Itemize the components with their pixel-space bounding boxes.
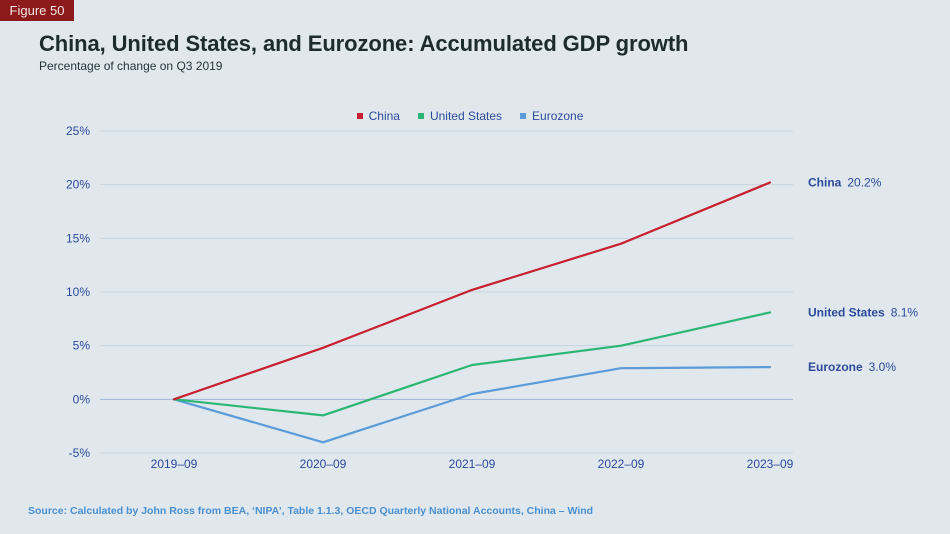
legend: China United States Eurozone xyxy=(0,109,940,123)
end-label-value: 8.1% xyxy=(891,305,919,319)
y-tick-label: 15% xyxy=(66,231,90,245)
end-label-name: China xyxy=(808,176,842,190)
end-label-name: Eurozone xyxy=(808,360,863,374)
series-line-china xyxy=(172,181,772,401)
x-tick-label: 2022–09 xyxy=(598,457,645,471)
end-label-value: 3.0% xyxy=(869,360,897,374)
end-label-united-states: United States 8.1% xyxy=(808,305,918,319)
end-label-value: 20.2% xyxy=(847,176,881,190)
y-tick-label: 25% xyxy=(66,124,90,138)
source-note: Source: Calculated by John Ross from BEA… xyxy=(28,505,594,517)
y-tick-label: -5% xyxy=(69,446,91,460)
y-tick-label: 10% xyxy=(66,285,90,299)
legend-item-eurozone: Eurozone xyxy=(520,109,583,123)
legend-swatch-eurozone xyxy=(520,113,527,119)
series-line-eurozone xyxy=(172,366,772,444)
y-tick-label: 20% xyxy=(66,178,90,192)
legend-label-united-states: United States xyxy=(429,109,503,123)
legend-label-eurozone: Eurozone xyxy=(532,109,584,123)
x-tick-label: 2019–09 xyxy=(151,457,198,471)
chart-title: China, United States, and Eurozone: Accu… xyxy=(39,31,689,56)
y-tick-label: 0% xyxy=(73,392,91,406)
x-tick-label: 2023–09 xyxy=(747,457,794,471)
chart-subtitle: Percentage of change on Q3 2019 xyxy=(39,59,223,73)
legend-item-china: China xyxy=(356,109,400,123)
end-label-china: China 20.2% xyxy=(808,176,882,190)
legend-item-united-states: United States xyxy=(417,109,503,123)
x-tick-label: 2021–09 xyxy=(449,457,496,471)
legend-swatch-china xyxy=(356,113,363,119)
end-label-eurozone: Eurozone 3.0% xyxy=(808,360,896,374)
legend-label-china: China xyxy=(368,109,400,123)
legend-swatch-united-states xyxy=(417,113,424,119)
series-line-united-states xyxy=(172,311,772,417)
end-label-name: United States xyxy=(808,305,885,319)
x-tick-label: 2020–09 xyxy=(300,457,347,471)
y-tick-label: 5% xyxy=(73,339,91,353)
figure-label: Figure 50 xyxy=(0,0,74,21)
